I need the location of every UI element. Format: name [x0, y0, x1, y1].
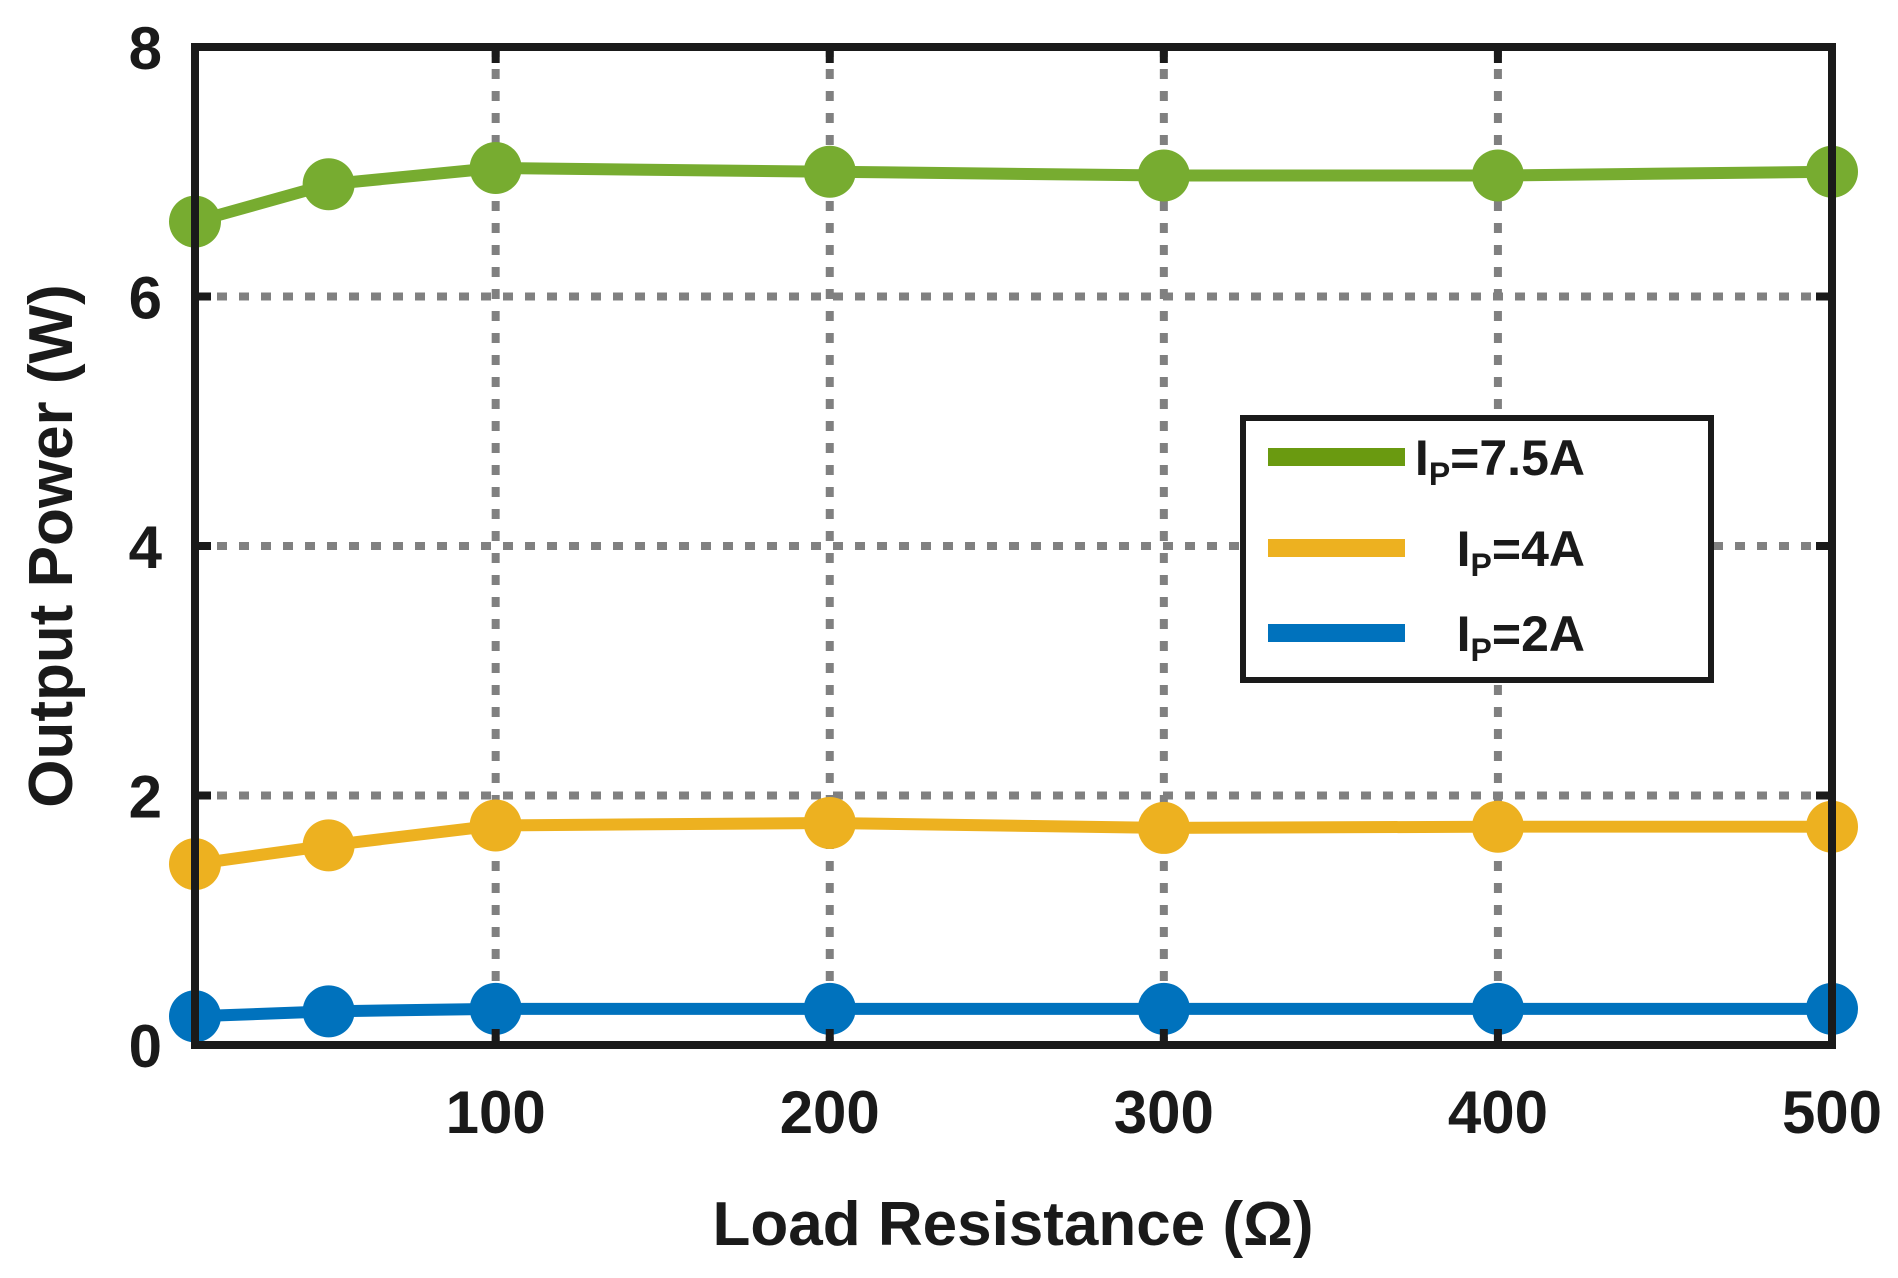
data-point	[1137, 801, 1190, 854]
x-tick-label: 200	[780, 1079, 880, 1146]
legend-label: IP=4A	[1457, 521, 1585, 583]
data-point	[803, 796, 856, 849]
data-point	[1471, 982, 1524, 1035]
legend: IP=7.5A IP=4A IP=2A	[1240, 415, 1714, 683]
data-point	[803, 145, 856, 198]
legend-label: IP=2A	[1457, 606, 1585, 668]
series-line	[194, 1002, 1832, 1023]
x-axis-label: Load Resistance (Ω)	[713, 1190, 1314, 1259]
y-tick-label: 6	[129, 265, 162, 332]
data-point	[1471, 800, 1524, 853]
data-point	[1137, 149, 1190, 202]
x-tick-label: 100	[446, 1079, 546, 1146]
series-line	[193, 162, 1833, 228]
data-point	[469, 982, 522, 1035]
data-point	[302, 819, 355, 872]
y-tick-label: 0	[129, 1013, 162, 1080]
data-point	[302, 158, 355, 211]
series-layer	[169, 142, 1858, 1043]
data-point	[469, 799, 522, 852]
ticks: 100 200 300 400 500 0 2 4 6 8	[129, 15, 1882, 1146]
y-tick-label: 2	[129, 764, 162, 831]
x-tick-label: 500	[1782, 1079, 1882, 1146]
data-point	[302, 985, 355, 1038]
data-point	[469, 142, 522, 195]
legend-label: IP=7.5A	[1415, 430, 1585, 492]
y-tick-label: 4	[129, 514, 163, 581]
series-line	[194, 816, 1832, 871]
data-point	[803, 982, 856, 1035]
data-point	[1471, 149, 1524, 202]
x-tick-label: 400	[1448, 1079, 1548, 1146]
data-point	[1137, 982, 1190, 1035]
x-tick-label: 300	[1114, 1079, 1214, 1146]
y-axis-label: Output Power (W)	[17, 284, 86, 807]
y-tick-label: 8	[129, 15, 162, 82]
